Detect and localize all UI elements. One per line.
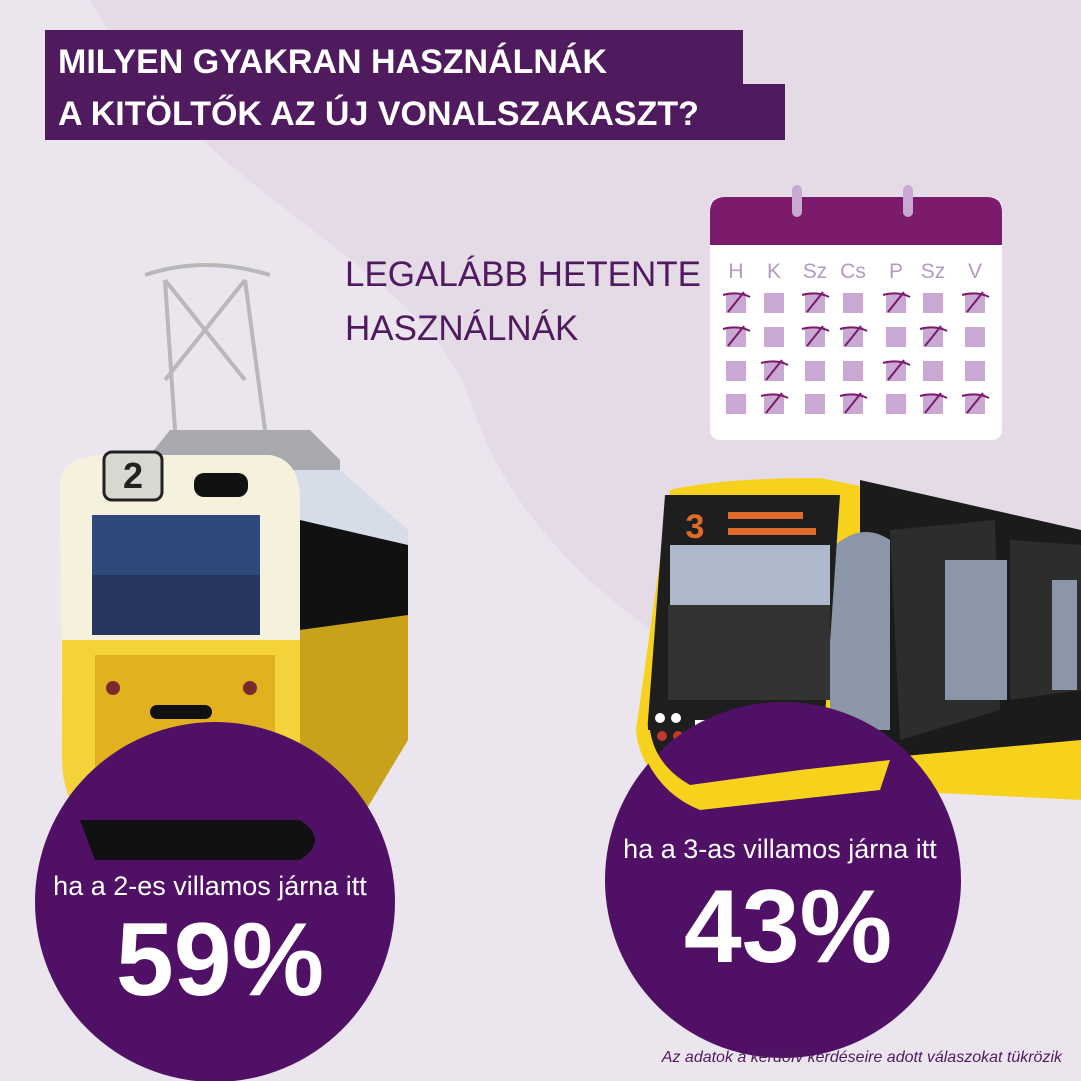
tram-front-lower — [636, 730, 890, 810]
calendar-day: Cs — [840, 260, 866, 283]
calendar-cross — [760, 392, 789, 414]
calendar-cross — [882, 359, 911, 381]
route-sign — [102, 450, 164, 502]
calendar-cross — [722, 325, 751, 347]
pantograph — [144, 263, 271, 431]
calendar-cross — [722, 291, 751, 313]
subtitle-line: HASZNÁLNÁK — [345, 309, 578, 348]
calendar-cell — [843, 293, 863, 313]
calendar-cross — [760, 359, 789, 381]
footnote: Az adatok a kérdőív kérdéseire adott vál… — [661, 1049, 1063, 1066]
calendar-cell — [764, 327, 784, 347]
headlight-box — [194, 473, 248, 497]
calendar-day: P — [889, 260, 903, 283]
route-display — [728, 528, 816, 535]
calendar-cross — [839, 392, 868, 414]
calendar-header — [710, 197, 1002, 245]
lamp — [106, 681, 120, 695]
calendar-cross — [961, 291, 990, 313]
calendar-cross — [961, 392, 990, 414]
calendar-cell — [726, 361, 746, 381]
calendar-cell — [923, 293, 943, 313]
route-number: 2 — [123, 455, 143, 496]
calendar-cell — [923, 361, 943, 381]
calendar-ring — [792, 185, 802, 217]
route-number: 3 — [686, 508, 705, 546]
title-box — [45, 30, 743, 88]
side-windows — [300, 520, 408, 630]
calendar-cell — [843, 361, 863, 381]
lamp — [671, 713, 681, 723]
title-box — [45, 84, 785, 140]
calendar-cross — [919, 392, 948, 414]
route-display — [728, 512, 803, 519]
lamp — [243, 681, 257, 695]
windshield-top — [92, 515, 260, 575]
grille — [150, 705, 212, 719]
side-window — [1052, 580, 1077, 690]
windshield-dark — [668, 605, 830, 700]
calendar-cross — [839, 325, 868, 347]
calendar-day: V — [968, 260, 982, 283]
calendar-day: H — [728, 260, 743, 283]
side-window — [945, 560, 1007, 700]
title-line: MILYEN GYAKRAN HASZNÁLNÁK — [58, 43, 608, 81]
calendar-day: Sz — [921, 260, 946, 283]
stat-circle — [35, 722, 395, 1081]
calendar: H K Sz Cs P Sz V — [710, 185, 1002, 440]
calendar-cross — [801, 291, 830, 313]
calendar-cross — [919, 325, 948, 347]
calendar-cell — [965, 361, 985, 381]
lamp — [655, 713, 665, 723]
windshield — [670, 545, 830, 605]
title-line: A KITÖLTŐK AZ ÚJ VONALSZAKASZT? — [58, 95, 699, 133]
calendar-cell — [764, 293, 784, 313]
subtitle-line: LEGALÁBB HETENTE — [345, 255, 701, 294]
lamp — [657, 731, 667, 741]
calendar-cell — [805, 394, 825, 414]
door-window — [830, 532, 890, 730]
stat-label: ha a 2-es villamos járna itt — [53, 871, 367, 901]
calendar-cell — [726, 394, 746, 414]
stat-value: 43% — [684, 869, 892, 985]
tram-skirt — [80, 820, 315, 860]
calendar-cell — [965, 327, 985, 347]
calendar-cell — [805, 361, 825, 381]
calendar-cross — [801, 325, 830, 347]
calendar-day: Sz — [803, 260, 828, 283]
stat-value: 59% — [116, 902, 324, 1018]
calendar-cross — [882, 291, 911, 313]
calendar-cell — [886, 394, 906, 414]
calendar-day: K — [767, 260, 781, 283]
stat-label: ha a 3-as villamos járna itt — [623, 834, 937, 864]
calendar-ring — [903, 185, 913, 217]
calendar-cell — [886, 327, 906, 347]
